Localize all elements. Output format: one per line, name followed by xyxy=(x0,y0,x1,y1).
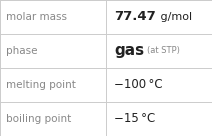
Text: g/mol: g/mol xyxy=(157,12,192,22)
Text: molar mass: molar mass xyxy=(6,12,67,22)
Text: −100 °C: −100 °C xyxy=(114,78,163,92)
Text: melting point: melting point xyxy=(6,80,76,90)
Text: gas: gas xyxy=(114,44,144,58)
Text: boiling point: boiling point xyxy=(6,114,71,124)
Text: −15 °C: −15 °C xyxy=(114,112,155,126)
Text: phase: phase xyxy=(6,46,38,56)
Text: 77.47: 77.47 xyxy=(114,10,156,24)
Text: (at STP): (at STP) xyxy=(147,47,180,55)
